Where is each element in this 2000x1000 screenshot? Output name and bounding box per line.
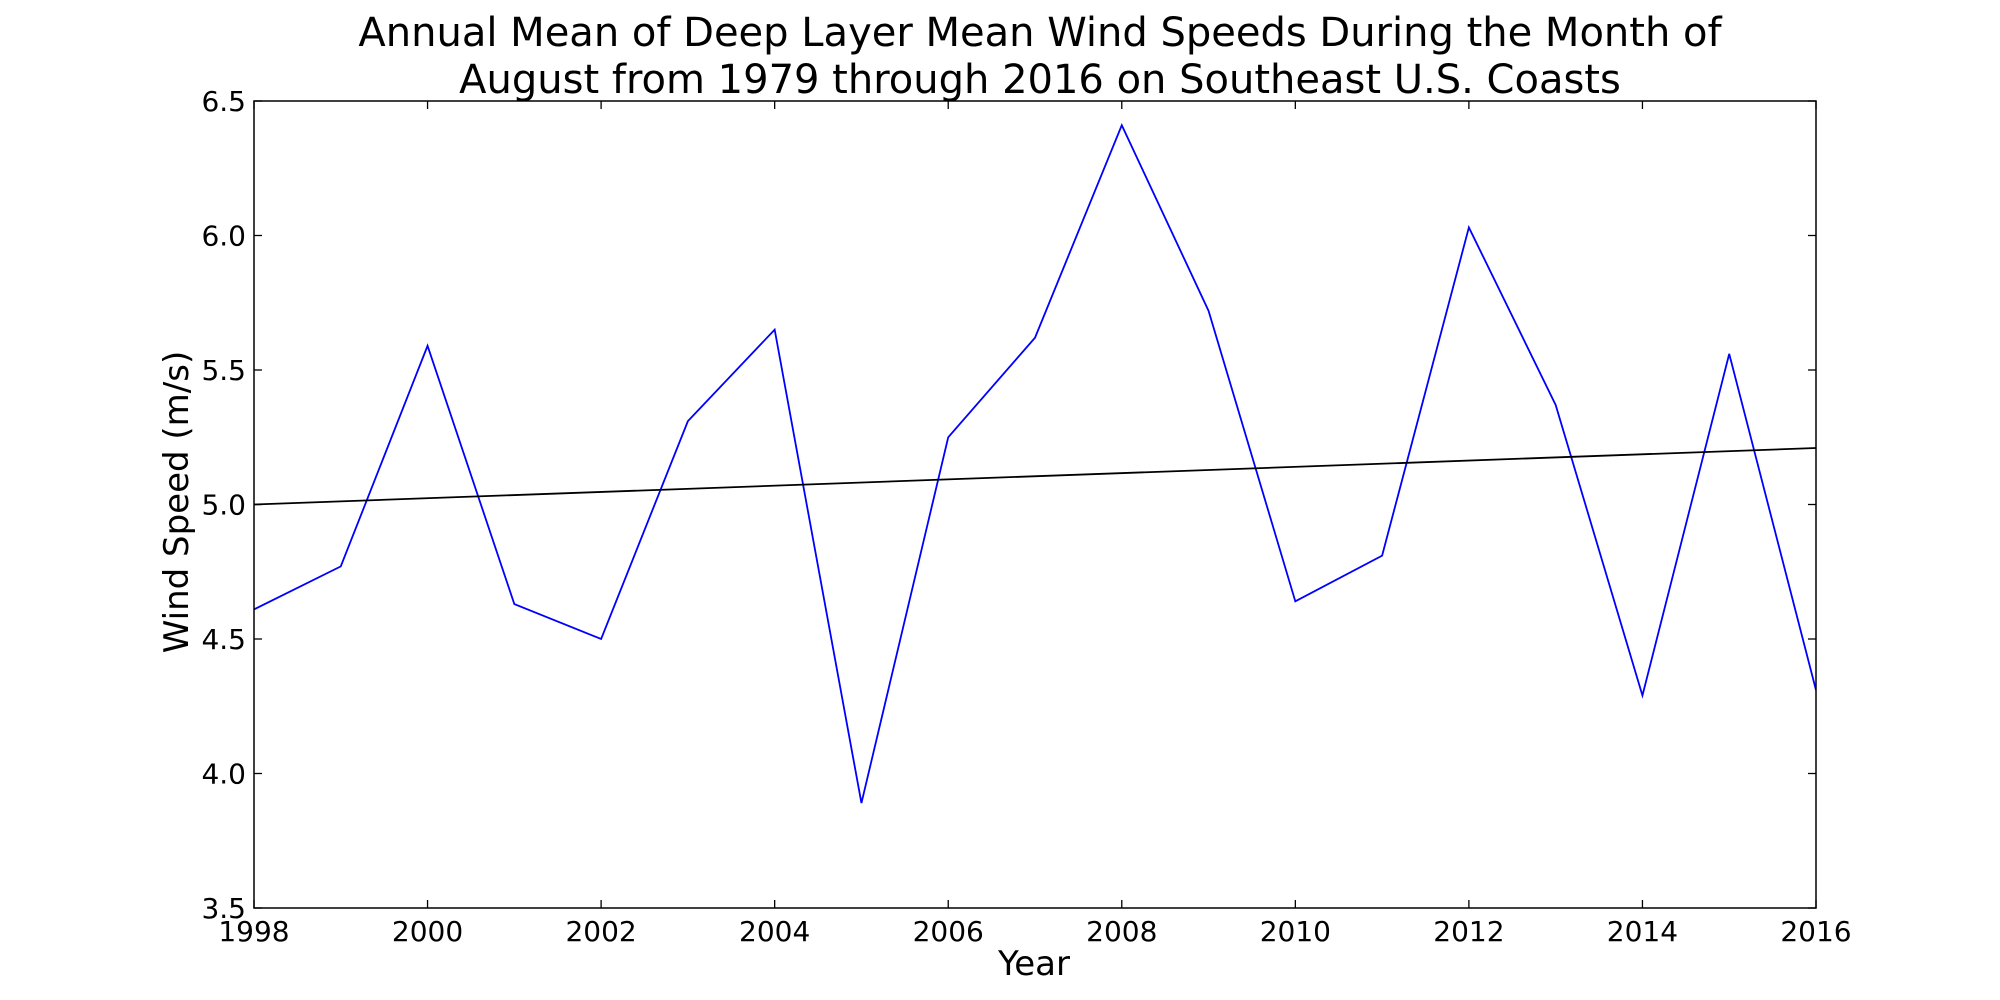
y-tick-label: 6.5 [201,85,246,118]
x-axis-label: Year [997,944,1070,984]
plot-frame [253,100,1817,909]
wind-speed-line [254,122,1816,804]
x-tick-label: 2004 [739,915,810,948]
y-tick-label: 6.0 [201,220,246,253]
x-tick-label: 2008 [1086,915,1157,948]
chart-title-line-1: Annual Mean of Deep Layer Mean Wind Spee… [358,10,1722,56]
plot-area: 1998 2000 2002 2004 2006 2008 2010 2012 2014 2016… [201,85,1851,948]
x-tick-label: 2010 [1260,915,1331,948]
y-tick-label: 5.0 [201,489,246,522]
x-tick-label: 2016 [1780,915,1851,948]
x-tick-label: 2000 [392,915,463,948]
x-tick-label: 2006 [913,915,984,948]
x-tick-label: 2012 [1433,915,1504,948]
x-tick-label: 1998 [218,915,289,948]
x-tick-label: 2002 [565,915,636,948]
y-axis-label: Wind Speed (m/s) [157,351,197,653]
x-tick-label: 2014 [1607,915,1678,948]
y-tick-label: 3.5 [201,892,246,925]
trend-line [254,447,1816,506]
y-tick-label: 5.5 [201,354,246,387]
chart-title-line-2: August from 1979 through 2016 on Southea… [459,57,1621,103]
y-tick-label: 4.0 [201,758,246,791]
y-tick-label: 4.5 [201,623,246,656]
